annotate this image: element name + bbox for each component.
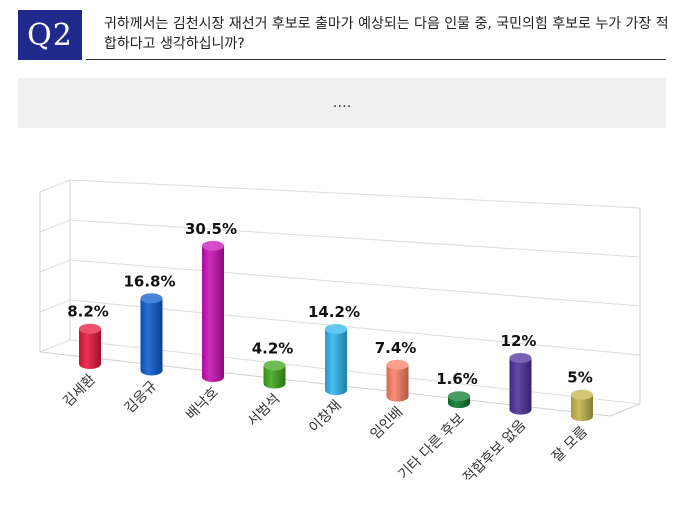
bar [79, 323, 101, 369]
bar-value-label: 12% [501, 332, 537, 350]
question-text: 귀하께서는 김천시장 재선거 후보로 출마가 예상되는 다음 인물 중, 국민의… [104, 16, 669, 52]
category-label: 기타 다른 후보 [396, 411, 468, 483]
question-divider [86, 59, 666, 60]
category-label: 적합후보 없음 [460, 417, 529, 486]
grid-line [69, 259, 641, 307]
bar-top [79, 323, 101, 334]
bar-body [263, 365, 286, 389]
bar-value-label: 5% [567, 369, 592, 387]
bar-value-label: 14.2% [308, 303, 360, 321]
bar-body [202, 245, 224, 383]
grid-line [69, 299, 641, 356]
grid-line [39, 299, 71, 313]
bar-value-label: 7.4% [375, 339, 417, 357]
bar [325, 324, 347, 396]
category-label: 서범석 [245, 391, 284, 430]
bar [509, 353, 532, 415]
note-box: …. [18, 78, 666, 128]
bar [263, 360, 286, 389]
bar-chart: 8.2% 16.8% 30.5% 4.2% 14.2% 7.4% 1.6% 12% 5% 김세환… [39, 179, 641, 486]
note-text: …. [332, 95, 352, 111]
bar [571, 389, 593, 422]
grid-line [39, 179, 71, 193]
grid-line [39, 339, 71, 353]
bar-top [571, 389, 593, 400]
grid-line [609, 403, 641, 417]
bar-value-label: 30.5% [185, 220, 237, 238]
category-label: 임인배 [368, 404, 407, 443]
bar-value-label: 4.2% [252, 339, 294, 357]
bar-body [571, 394, 593, 422]
grid-line [39, 219, 71, 233]
grid-line [69, 339, 641, 405]
chart-value-labels: 8.2% 16.8% 30.5% 4.2% 14.2% 7.4% 1.6% 12% 5% [67, 220, 593, 388]
bar-top [202, 240, 224, 251]
bar-value-label: 1.6% [436, 370, 478, 388]
category-label: 김세환 [60, 371, 99, 410]
bar-body [325, 329, 347, 396]
bar [140, 293, 163, 376]
bar-top [263, 360, 286, 371]
grid-line [69, 179, 641, 209]
bar-value-label: 16.8% [123, 272, 175, 290]
chart-bars [79, 240, 593, 422]
bar [202, 240, 224, 383]
bar-body [386, 364, 409, 402]
category-label: 김응규 [122, 378, 161, 417]
grid-line [39, 259, 71, 273]
bar [448, 391, 470, 409]
bar-top [509, 353, 532, 364]
bar-body [140, 298, 163, 376]
category-label: 잘 모름 [549, 424, 591, 466]
bar-top [140, 293, 163, 304]
category-label: 배낙호 [183, 384, 222, 423]
bar-top [386, 359, 409, 370]
bar-top [325, 324, 347, 335]
category-label: 이창재 [306, 398, 345, 437]
bar-body [79, 328, 101, 369]
bar-body [509, 358, 532, 415]
bar-top [448, 391, 470, 402]
bar-value-label: 8.2% [67, 303, 109, 321]
bar [386, 359, 409, 402]
question-number-badge: Q2 [18, 10, 82, 60]
grid-line [69, 219, 641, 258]
